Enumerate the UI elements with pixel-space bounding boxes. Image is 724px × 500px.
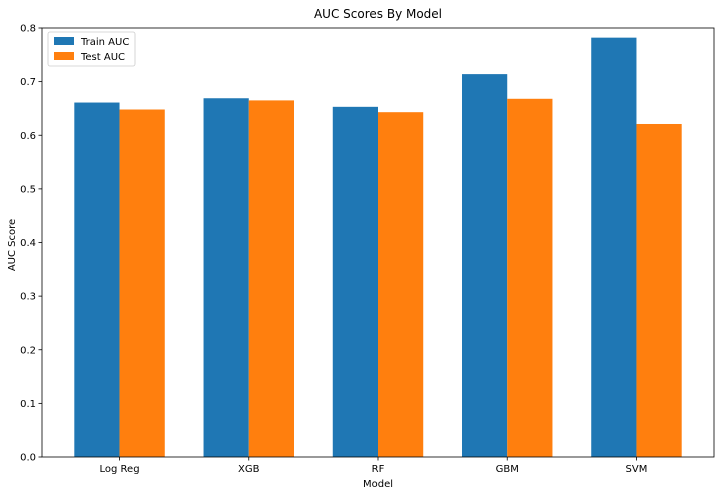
x-tick-label-1: XGB	[238, 464, 260, 475]
legend-swatch-test	[54, 52, 74, 60]
legend: Train AUC Test AUC	[47, 31, 136, 67]
x-tick-label-4: SVM	[626, 464, 648, 475]
bar-test-2	[378, 112, 424, 457]
legend-label-test: Test AUC	[80, 52, 125, 63]
y-tick-label-3: 0.3	[20, 292, 36, 303]
bar-test-4	[636, 123, 682, 458]
legend-swatch-train	[54, 37, 74, 45]
x-axis-label: Model	[363, 479, 393, 490]
bar-train-4	[591, 37, 637, 458]
axes-layer: 0.0 0.1 0.2 0.3 0.4 0.5 0.6 0.7 0.8 Log Reg XGB RF G…	[20, 24, 715, 475]
y-tick-label-4: 0.4	[20, 238, 36, 249]
x-tick-label-0: Log Reg	[100, 464, 140, 475]
y-axis-label: AUC Score	[7, 219, 18, 271]
legend-label-train: Train AUC	[80, 37, 129, 48]
bar-train-1	[203, 98, 249, 457]
bars-layer	[74, 37, 682, 458]
y-tick-label-6: 0.6	[20, 131, 36, 142]
bar-test-0	[119, 109, 165, 457]
y-tick-label-8: 0.8	[20, 24, 36, 35]
y-tick-label-7: 0.7	[20, 77, 36, 88]
bar-test-1	[248, 100, 294, 458]
x-tick-label-3: GBM	[496, 464, 519, 475]
y-tick-label-5: 0.5	[20, 184, 36, 195]
y-tick-label-1: 0.1	[20, 399, 36, 410]
bar-train-2	[332, 106, 378, 458]
bar-train-0	[74, 102, 120, 457]
bar-test-3	[507, 98, 553, 457]
x-tick-label-2: RF	[372, 464, 385, 475]
bar-train-3	[462, 74, 508, 458]
y-tick-label-2: 0.2	[20, 345, 36, 356]
chart-title: AUC Scores By Model	[314, 7, 442, 21]
y-tick-label-0: 0.0	[20, 453, 36, 464]
